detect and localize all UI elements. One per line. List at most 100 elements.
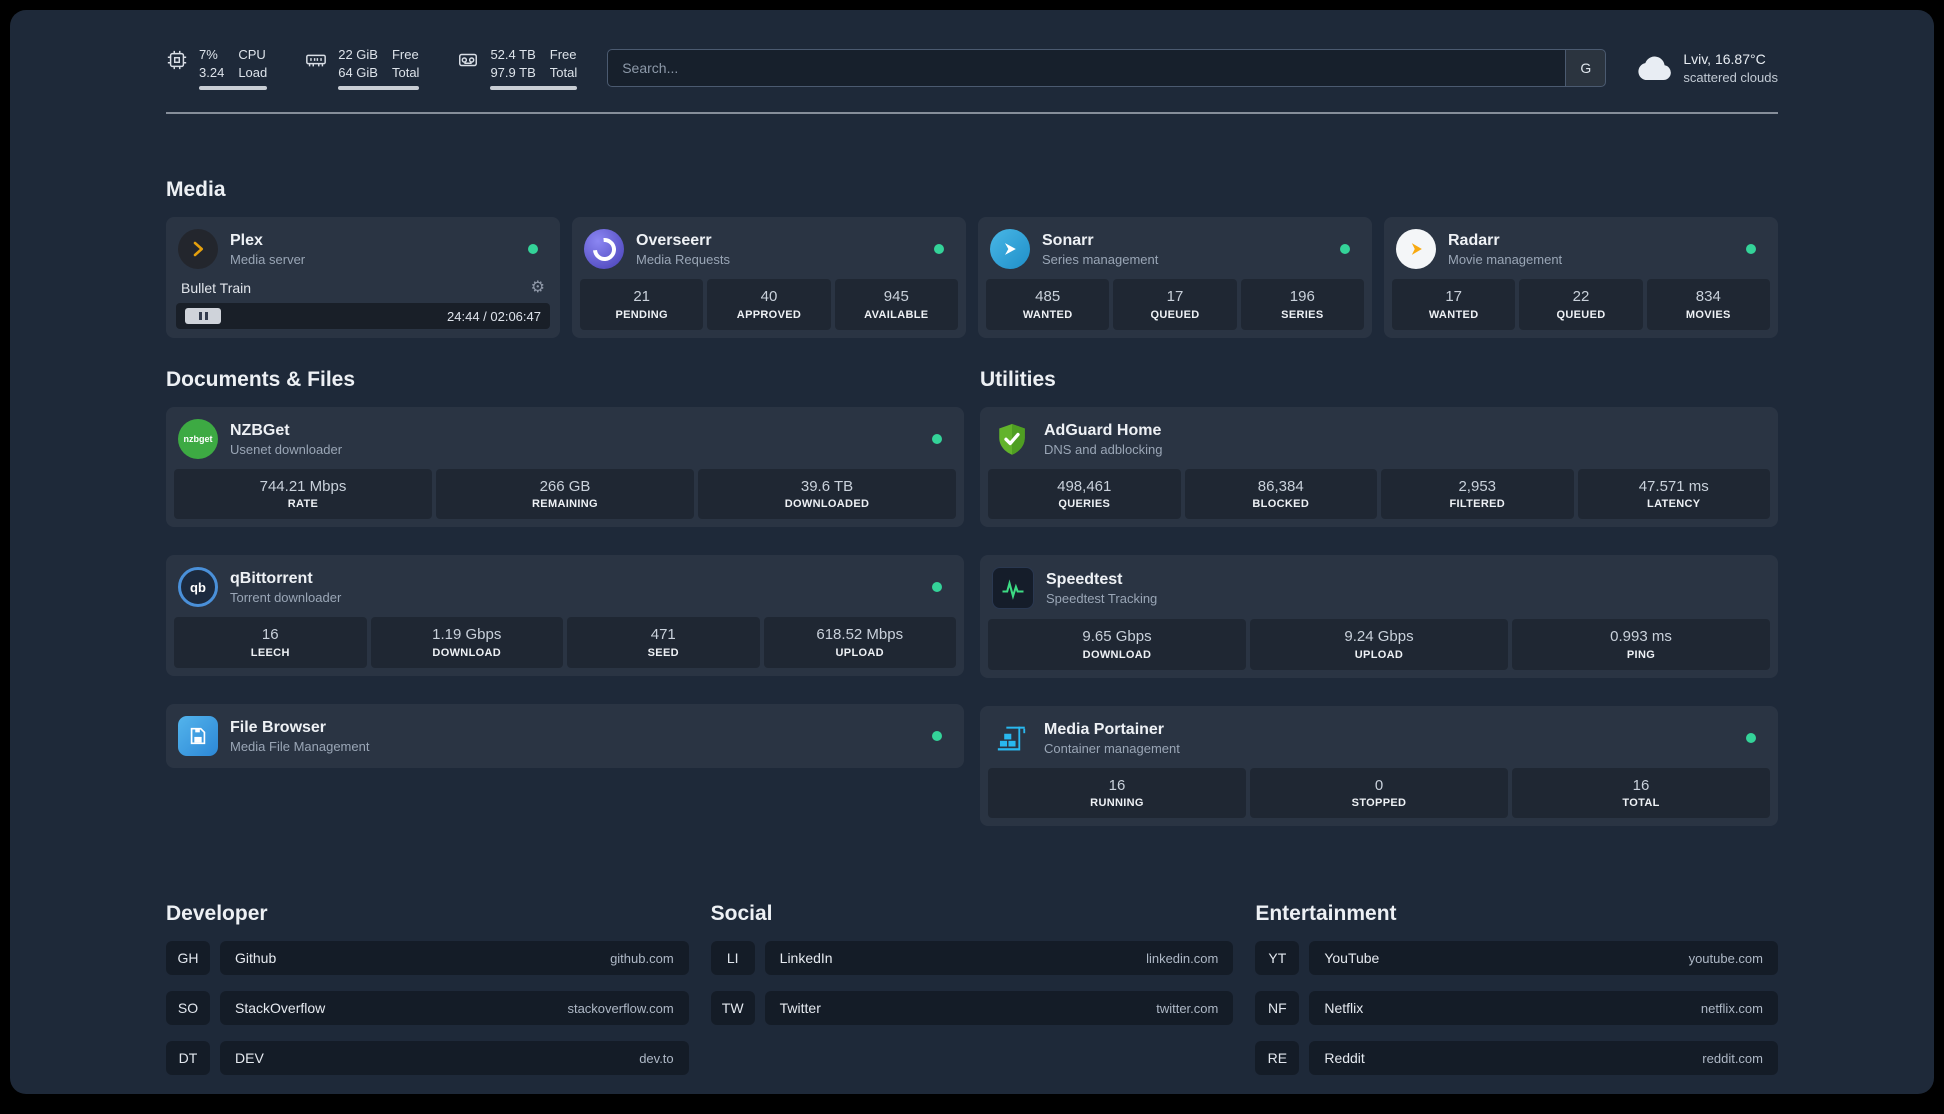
service-card-portainer[interactable]: Media Portainer Container management 16 … — [980, 705, 1778, 827]
bookmark-github[interactable]: GH Github github.com — [166, 941, 689, 976]
bookmark-twitter[interactable]: TW Twitter twitter.com — [710, 991, 1234, 1026]
service-card-radarr[interactable]: Radarr Movie management 17 WANTED 22 QUE… — [1384, 217, 1778, 338]
nzbget-icon: nzbget — [178, 418, 218, 459]
weather-location: Lviv, 16.87°C — [1683, 50, 1766, 67]
qbittorrent-icon: qb — [178, 567, 218, 608]
stat-tile: 16 LEECH — [174, 617, 367, 668]
bookmark-name: StackOverflow — [235, 1000, 326, 1017]
bookmark-name: Netflix — [1324, 1000, 1364, 1017]
resource-widgets: 7% 3.24 CPU Load — [166, 46, 578, 91]
status-dot — [934, 244, 944, 255]
portainer-icon — [992, 718, 1032, 758]
section-utilities: Utilities — [980, 368, 1778, 827]
stat-tile: 945 AVAILABLE — [834, 279, 958, 330]
bookmark-abbr: LI — [710, 941, 755, 976]
bookmark-abbr: RE — [1255, 1041, 1300, 1076]
stat-tile: 1.19 Gbps DOWNLOAD — [370, 617, 563, 668]
stat-tile: 47.571 ms LATENCY — [1577, 468, 1770, 520]
stat-tile: 744.21 Mbps RATE — [174, 468, 432, 520]
service-card-sonarr[interactable]: Sonarr Series management 485 WANTED 17 Q… — [978, 217, 1372, 338]
disk-icon — [459, 53, 478, 67]
status-dot — [932, 730, 942, 741]
bookmark-netflix[interactable]: NF Netflix netflix.com — [1255, 991, 1778, 1026]
stat-tile: 17 WANTED — [1392, 279, 1516, 330]
service-subtitle: Media Requests — [636, 252, 730, 268]
weather-widget: Lviv, 16.87°C scattered clouds — [1636, 50, 1778, 86]
disk-widget: 52.4 TB 97.9 TB Free Total — [457, 46, 578, 91]
memory-total-value: 64 GiB — [338, 64, 378, 80]
memory-widget: 22 GiB 64 GiB Free Total — [305, 46, 420, 91]
bookmark-abbr: SO — [166, 991, 210, 1026]
cpu-percent: 7% — [199, 47, 218, 62]
adguard-icon — [992, 419, 1032, 459]
pause-button[interactable] — [185, 308, 221, 325]
speedtest-icon — [992, 567, 1034, 610]
bookmark-group-entertainment: Entertainment YT YouTube youtube.com NF … — [1255, 902, 1778, 1091]
dashboard-panel: 7% 3.24 CPU Load — [10, 10, 1934, 1094]
topbar-divider — [166, 112, 1778, 115]
section-title-documents: Documents & Files — [166, 367, 356, 391]
service-name: File Browser — [230, 718, 327, 736]
service-subtitle: Media File Management — [230, 738, 370, 754]
bookmark-name: LinkedIn — [779, 950, 833, 967]
bookmark-youtube[interactable]: YT YouTube youtube.com — [1255, 941, 1778, 976]
service-subtitle: Series management — [1042, 252, 1159, 268]
plex-icon — [178, 229, 218, 270]
bookmark-domain: twitter.com — [1156, 1000, 1219, 1016]
stat-tile: 86,384 BLOCKED — [1184, 468, 1377, 520]
section-title-developer: Developer — [166, 902, 268, 926]
service-card-nzbget[interactable]: nzbget NZBGet Usenet downloader 744.21 M… — [166, 406, 964, 528]
search-provider-button[interactable]: G — [1565, 50, 1606, 87]
service-name: AdGuard Home — [1044, 421, 1162, 439]
bookmark-stackoverflow[interactable]: SO StackOverflow stackoverflow.com — [166, 991, 689, 1026]
service-name: qBittorrent — [230, 570, 313, 588]
cpu-label: CPU — [238, 47, 266, 62]
plex-now-playing: Bullet Train ⚙ 24:44 / 02:06:47 — [174, 279, 552, 330]
section-title-utilities: Utilities — [980, 367, 1056, 391]
service-subtitle: DNS and adblocking — [1044, 441, 1163, 457]
cpu-icon — [167, 50, 187, 70]
bookmark-name: Reddit — [1324, 1050, 1365, 1067]
stat-tile: 9.65 Gbps DOWNLOAD — [988, 619, 1246, 670]
memory-icon — [306, 54, 327, 67]
stat-tile: 9.24 Gbps UPLOAD — [1250, 619, 1508, 670]
gear-icon[interactable]: ⚙ — [530, 279, 545, 297]
bookmark-group-developer: Developer GH Github github.com SO StackO… — [166, 902, 689, 1091]
stat-tile: 40 APPROVED — [707, 279, 831, 330]
bookmark-reddit[interactable]: RE Reddit reddit.com — [1255, 1041, 1778, 1076]
player-progress-bar[interactable]: 24:44 / 02:06:47 — [176, 303, 550, 330]
bookmark-domain: linkedin.com — [1146, 950, 1219, 966]
stat-tile: 0 STOPPED — [1250, 767, 1508, 819]
bookmark-name: Twitter — [779, 1000, 821, 1017]
stat-tile: 16 TOTAL — [1512, 767, 1770, 819]
section-title-entertainment: Entertainment — [1255, 902, 1397, 926]
service-card-overseerr[interactable]: Overseerr Media Requests 21 PENDING 40 A… — [572, 217, 966, 338]
service-subtitle: Speedtest Tracking — [1046, 591, 1158, 607]
memory-usage-bar — [338, 86, 420, 91]
status-dot — [932, 433, 942, 444]
stat-tile: 2,953 FILTERED — [1381, 468, 1574, 520]
status-dot — [1746, 732, 1756, 743]
status-dot — [1340, 244, 1350, 255]
bookmark-domain: reddit.com — [1702, 1050, 1763, 1066]
service-card-plex[interactable]: Plex Media server Bullet Train ⚙ 24:44 /… — [166, 217, 560, 338]
radarr-icon — [1396, 229, 1436, 270]
service-card-filebrowser[interactable]: File Browser Media File Management — [166, 703, 964, 768]
memory-free-label: Free — [391, 47, 419, 62]
search-input[interactable] — [608, 50, 1566, 87]
stat-tile: 16 RUNNING — [988, 767, 1246, 819]
service-card-adguard[interactable]: AdGuard Home DNS and adblocking 498,461 … — [980, 406, 1778, 528]
bookmark-abbr: DT — [166, 1041, 210, 1076]
cpu-widget: 7% 3.24 CPU Load — [166, 46, 268, 91]
service-name: Media Portainer — [1044, 720, 1165, 738]
disk-free-label: Free — [549, 47, 577, 62]
service-card-qbittorrent[interactable]: qb qBittorrent Torrent downloader 16 LEE… — [166, 555, 964, 676]
bookmark-linkedin[interactable]: LI LinkedIn linkedin.com — [710, 941, 1234, 976]
service-name: Plex — [230, 232, 263, 250]
bookmark-domain: dev.to — [639, 1050, 674, 1066]
memory-free-value: 22 GiB — [338, 47, 378, 62]
service-card-speedtest[interactable]: Speedtest Speedtest Tracking 9.65 Gbps D… — [980, 555, 1778, 678]
bookmark-dev[interactable]: DT DEV dev.to — [166, 1041, 689, 1076]
bookmark-abbr: NF — [1255, 991, 1300, 1026]
bookmark-abbr: YT — [1255, 941, 1300, 976]
